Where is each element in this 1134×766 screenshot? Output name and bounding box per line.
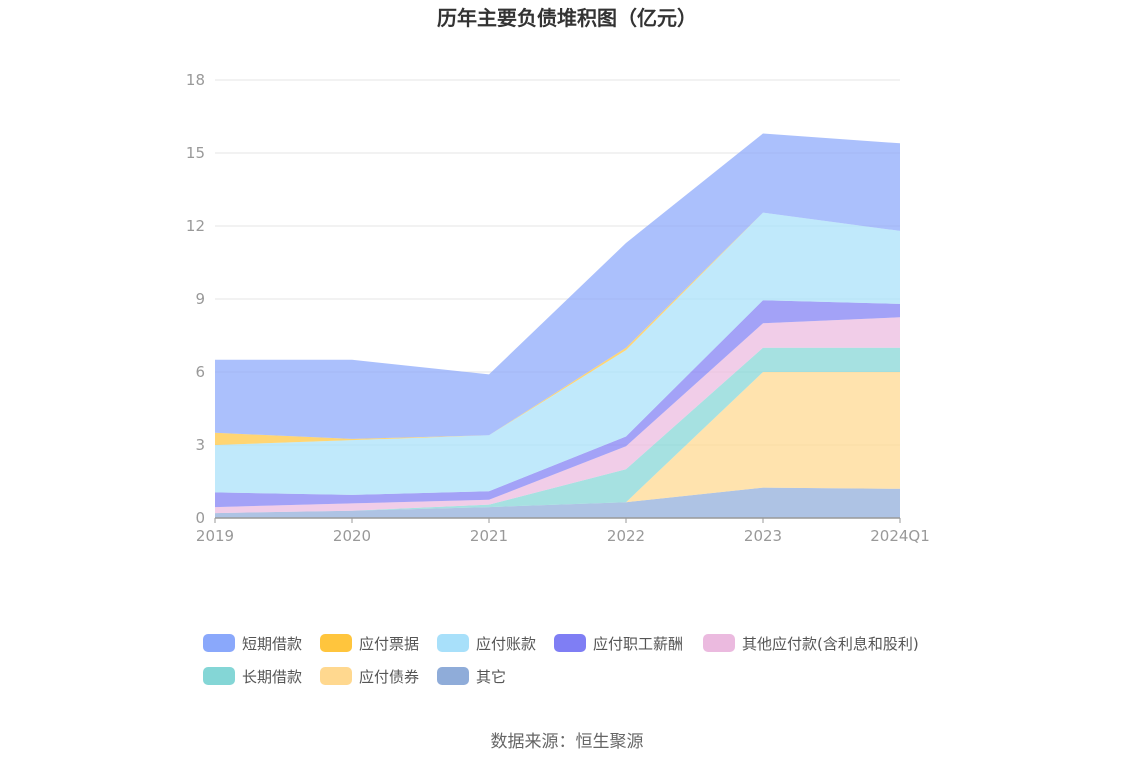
legend-item[interactable]: 应付票据: [320, 634, 419, 653]
y-tick-label: 6: [195, 363, 205, 381]
area-series-1: [215, 372, 900, 514]
x-tick-label: 2024Q1: [870, 527, 930, 545]
axes: 0 3 6 9 12 15 18 2019 2020 2021 2022 2023 2024Q1: [186, 71, 930, 545]
data-source-label: 数据来源：恒生聚源: [491, 732, 644, 752]
legend-label: 应付账款: [476, 635, 536, 653]
x-tick-label: 2020: [333, 527, 371, 545]
y-tick-label: 9: [195, 290, 205, 308]
legend-swatch: [203, 667, 235, 685]
legend-swatch: [437, 667, 469, 685]
area-series-2: [215, 347, 900, 514]
x-tick-label: 2021: [470, 527, 508, 545]
legend-label: 应付职工薪酬: [593, 635, 683, 653]
legend-item[interactable]: 应付债券: [320, 667, 419, 686]
legend-swatch: [554, 634, 586, 652]
x-tick-label: 2022: [607, 527, 645, 545]
legend-item[interactable]: 长期借款: [203, 667, 302, 686]
area-series-7: [215, 133, 900, 439]
y-tick-label: 0: [195, 509, 205, 527]
legend-item[interactable]: 应付账款: [437, 634, 536, 653]
area-series-0: [215, 487, 900, 518]
legend-item[interactable]: 其他应付款(含利息和股利): [703, 634, 919, 653]
legend-swatch: [437, 634, 469, 652]
legend-label: 应付票据: [359, 635, 419, 653]
legend-item[interactable]: 短期借款: [203, 634, 302, 653]
chart-title: 历年主要负债堆积图（亿元）: [437, 6, 697, 30]
y-tick-label: 15: [186, 144, 205, 162]
legend-item[interactable]: 其它: [437, 667, 506, 686]
legend-swatch: [703, 634, 735, 652]
y-tick-label: 3: [195, 436, 205, 454]
legend: 短期借款 应付票据 应付账款 应付职工薪酬 其他应付款(含利息和股利) 长期借款 应付债券 其…: [203, 634, 919, 686]
legend-label: 其他应付款(含利息和股利): [742, 635, 919, 653]
area-layers: [215, 133, 900, 518]
legend-swatch: [320, 667, 352, 685]
area-series-4: [215, 300, 900, 508]
legend-item[interactable]: 应付职工薪酬: [554, 634, 683, 653]
legend-swatch: [320, 634, 352, 652]
area-series-3: [215, 317, 900, 514]
legend-label: 应付债券: [359, 668, 419, 686]
legend-label: 短期借款: [242, 635, 302, 653]
x-tick-label: 2019: [196, 527, 234, 545]
y-tick-label: 12: [186, 217, 205, 235]
area-series-5: [215, 212, 900, 495]
legend-swatch: [203, 634, 235, 652]
y-tick-label: 18: [186, 71, 205, 89]
legend-label: 长期借款: [242, 668, 302, 686]
x-tick-label: 2023: [744, 527, 782, 545]
legend-label: 其它: [476, 668, 506, 686]
